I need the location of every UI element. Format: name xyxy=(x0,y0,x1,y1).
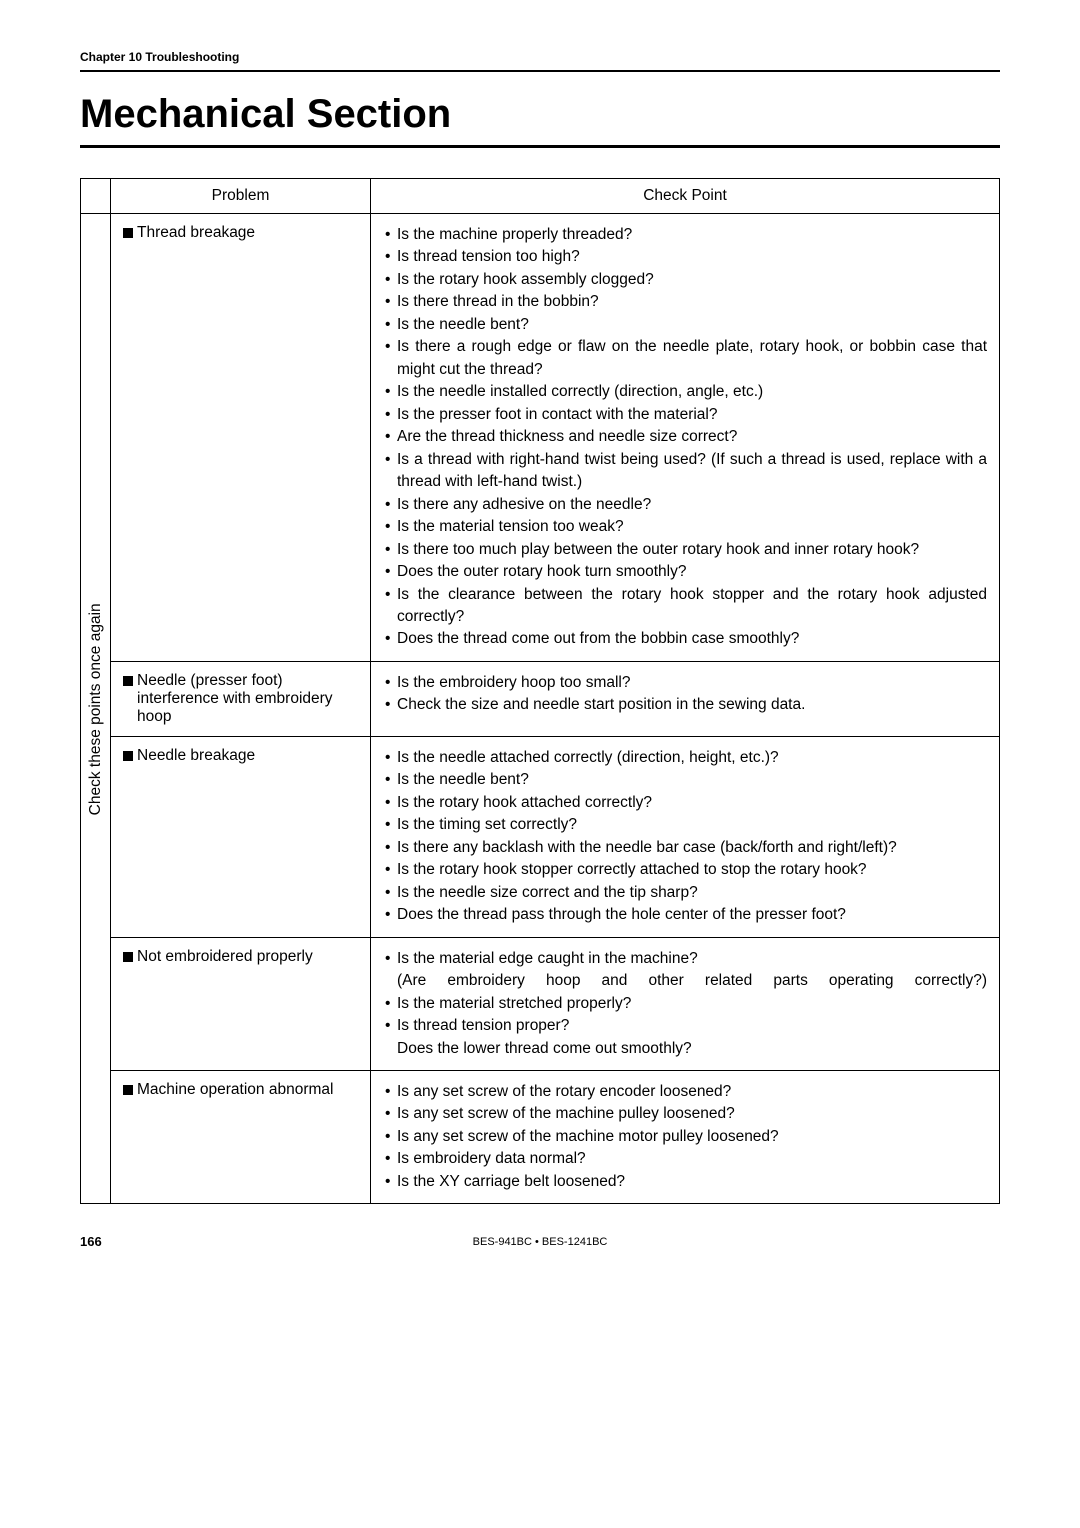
check-item: Is the needle size correct and the tip s… xyxy=(383,882,987,904)
problem-label: Not embroidered properly xyxy=(137,948,313,966)
check-item: Does the thread come out from the bobbin… xyxy=(383,628,987,650)
check-item: Does the thread pass through the hole ce… xyxy=(383,904,987,926)
table-row: Check these points once again Thread bre… xyxy=(81,214,1000,662)
check-item: Is there too much play between the outer… xyxy=(383,539,987,561)
table-row: Not embroidered properly Is the material… xyxy=(81,937,1000,1070)
checks-cell: Is the machine properly threaded?Is thre… xyxy=(371,214,1000,662)
check-item: Is there any adhesive on the needle? xyxy=(383,494,987,516)
check-item: Is the needle bent? xyxy=(383,314,987,336)
troubleshooting-table: Problem Check Point Check these points o… xyxy=(80,178,1000,1204)
side-header: Check these points once again xyxy=(81,214,111,1204)
square-icon xyxy=(123,751,133,761)
table-header-row: Problem Check Point xyxy=(81,179,1000,214)
check-item: Is the rotary hook attached correctly? xyxy=(383,792,987,814)
check-item: Is the material edge caught in the machi… xyxy=(383,948,987,970)
problem-cell: Thread breakage xyxy=(111,214,371,662)
check-item: Are the thread thickness and needle size… xyxy=(383,426,987,448)
check-list-3: Is the material edge caught in the machi… xyxy=(383,948,987,1060)
problem-label: Thread breakage xyxy=(137,224,255,242)
check-item: Is the clearance between the rotary hook… xyxy=(383,584,987,629)
problem-cell: Machine operation abnormal xyxy=(111,1071,371,1204)
chapter-header: Chapter 10 Troubleshooting xyxy=(80,50,1000,72)
check-item: Is thread tension too high? xyxy=(383,246,987,268)
check-item: Is a thread with right-hand twist being … xyxy=(383,449,987,494)
footer: 166 BES-941BC • BES-1241BC xyxy=(80,1234,1000,1249)
check-item: Is the timing set correctly? xyxy=(383,814,987,836)
check-item: Is the rotary hook assembly clogged? xyxy=(383,269,987,291)
footer-model: BES-941BC • BES-1241BC xyxy=(473,1236,608,1248)
problem-label: Needle breakage xyxy=(137,747,255,765)
page-title: Mechanical Section xyxy=(80,92,1000,148)
check-item: Is the machine properly threaded? xyxy=(383,224,987,246)
check-item: (Are embroidery hoop and other related p… xyxy=(383,970,987,992)
check-item: Does the outer rotary hook turn smoothly… xyxy=(383,561,987,583)
corner-cell xyxy=(81,179,111,214)
check-list-2: Is the needle attached correctly (direct… xyxy=(383,747,987,927)
check-list-1: Is the embroidery hoop too small?Check t… xyxy=(383,672,987,717)
header-problem: Problem xyxy=(111,179,371,214)
check-item: Is the XY carriage belt loosened? xyxy=(383,1171,987,1193)
check-item: Is there a rough edge or flaw on the nee… xyxy=(383,336,987,381)
page-number: 166 xyxy=(80,1234,102,1249)
check-item: Is the material stretched properly? xyxy=(383,993,987,1015)
checks-cell: Is any set screw of the rotary encoder l… xyxy=(371,1071,1000,1204)
square-icon xyxy=(123,676,133,686)
checks-cell: Is the material edge caught in the machi… xyxy=(371,937,1000,1070)
check-item: Is any set screw of the machine pulley l… xyxy=(383,1103,987,1125)
problem-cell: Not embroidered properly xyxy=(111,937,371,1070)
table-row: Needle (presser foot) interference with … xyxy=(81,661,1000,736)
check-item: Is embroidery data normal? xyxy=(383,1148,987,1170)
check-item: Is any set screw of the machine motor pu… xyxy=(383,1126,987,1148)
square-icon xyxy=(123,228,133,238)
square-icon xyxy=(123,1085,133,1095)
check-list-0: Is the machine properly threaded?Is thre… xyxy=(383,224,987,651)
header-check-point: Check Point xyxy=(371,179,1000,214)
check-item: Is there thread in the bobbin? xyxy=(383,291,987,313)
table-row: Machine operation abnormal Is any set sc… xyxy=(81,1071,1000,1204)
check-item: Check the size and needle start position… xyxy=(383,694,987,716)
check-list-4: Is any set screw of the rotary encoder l… xyxy=(383,1081,987,1193)
check-item: Is the needle installed correctly (direc… xyxy=(383,381,987,403)
check-item: Is there any backlash with the needle ba… xyxy=(383,837,987,859)
check-item: Is the needle attached correctly (direct… xyxy=(383,747,987,769)
check-item: Is the material tension too weak? xyxy=(383,516,987,538)
problem-cell: Needle (presser foot) interference with … xyxy=(111,661,371,736)
problem-label: Needle (presser foot) interference with … xyxy=(137,672,358,726)
problem-cell: Needle breakage xyxy=(111,736,371,937)
checks-cell: Is the embroidery hoop too small?Check t… xyxy=(371,661,1000,736)
check-item: Is any set screw of the rotary encoder l… xyxy=(383,1081,987,1103)
check-item: Is the presser foot in contact with the … xyxy=(383,404,987,426)
square-icon xyxy=(123,952,133,962)
check-item: Is thread tension proper? xyxy=(383,1015,987,1037)
checks-cell: Is the needle attached correctly (direct… xyxy=(371,736,1000,937)
check-item: Is the rotary hook stopper correctly att… xyxy=(383,859,987,881)
check-item: Is the embroidery hoop too small? xyxy=(383,672,987,694)
check-item: Is the needle bent? xyxy=(383,769,987,791)
problem-label: Machine operation abnormal xyxy=(137,1081,333,1099)
check-item: Does the lower thread come out smoothly? xyxy=(383,1038,987,1060)
table-row: Needle breakage Is the needle attached c… xyxy=(81,736,1000,937)
